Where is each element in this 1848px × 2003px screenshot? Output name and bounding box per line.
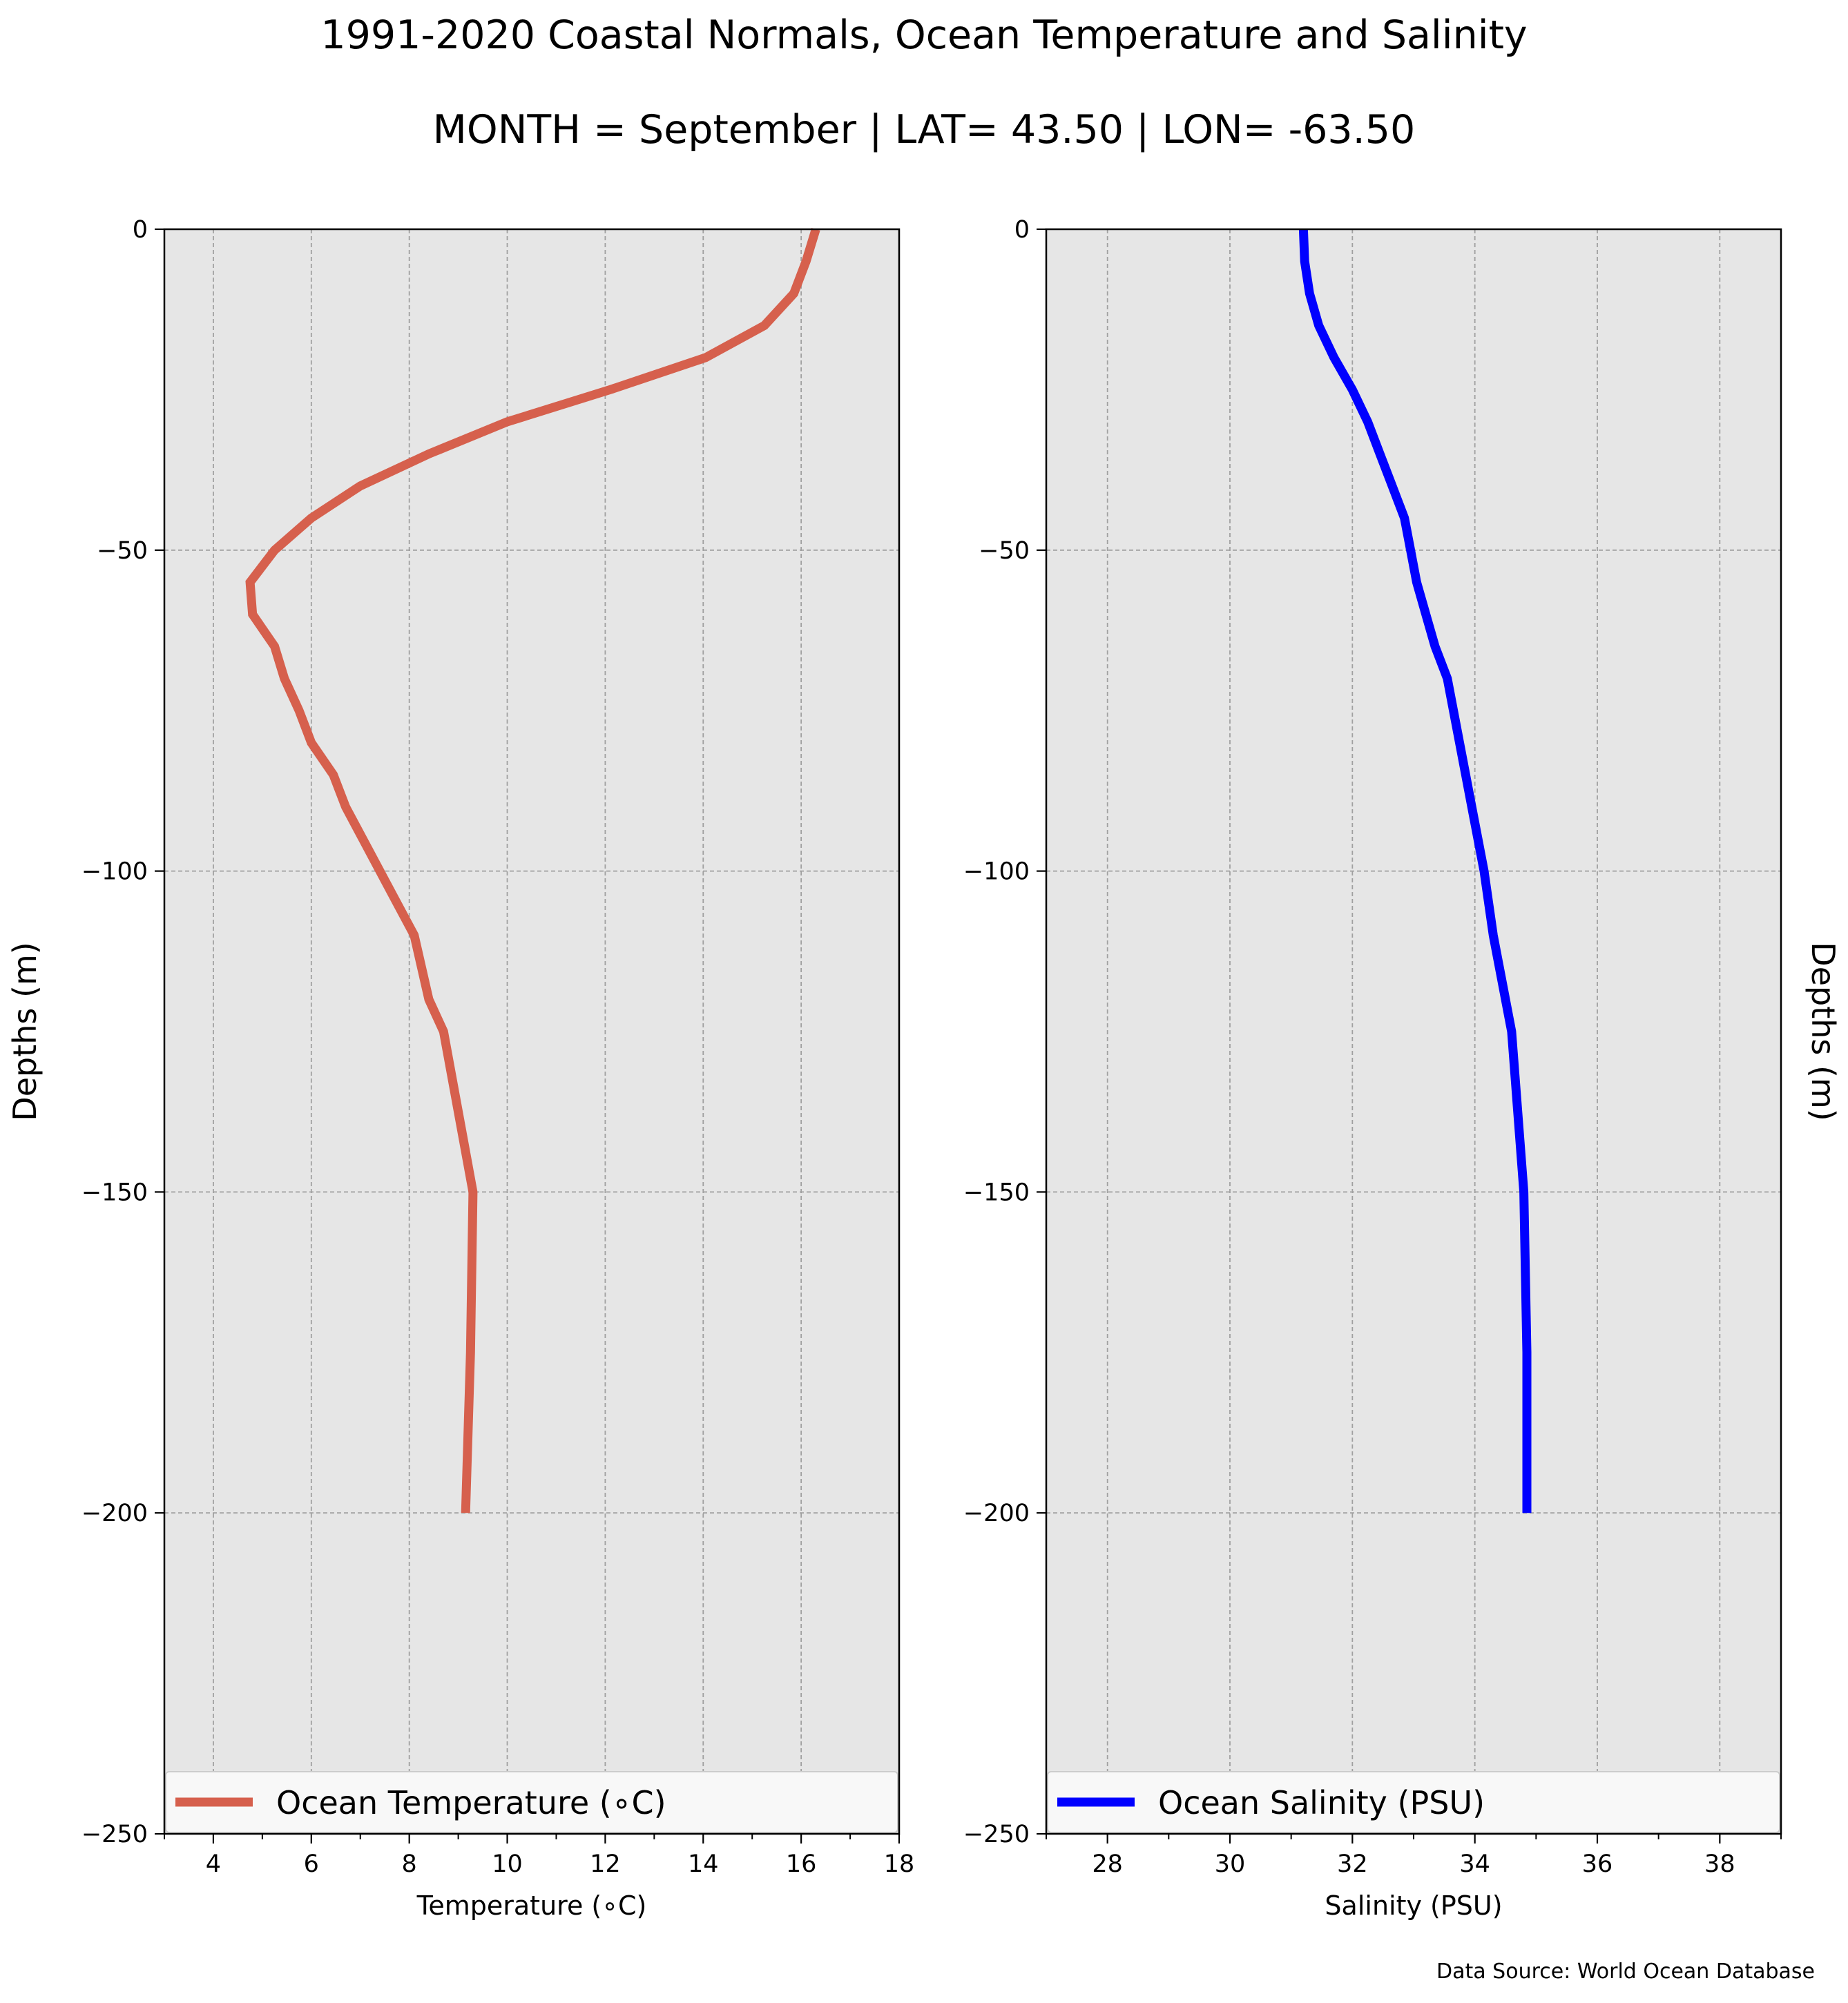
y-tick-label: −100 xyxy=(81,858,148,886)
x-tick-label: 4 xyxy=(206,1850,221,1878)
y-axis-label: Depths (m) xyxy=(1804,942,1842,1121)
plot-background xyxy=(164,229,899,1834)
x-tick-label: 16 xyxy=(786,1850,817,1878)
axes-frame xyxy=(163,228,901,1835)
x-axis-label: Salinity (PSU) xyxy=(1325,1890,1502,1921)
y-tick-label: −200 xyxy=(81,1500,148,1527)
x-tick-label: 8 xyxy=(402,1850,417,1878)
y-tick-label: −50 xyxy=(979,537,1030,565)
x-tick-label: 34 xyxy=(1459,1850,1490,1878)
x-tick-label: 6 xyxy=(304,1850,319,1878)
legend-box xyxy=(165,1771,898,1833)
panel-2: Ocean Salinity (PSU) 28 30 32 34 36 38 0 −50 −100… xyxy=(963,216,1842,1921)
y-tick-label: −150 xyxy=(963,1179,1030,1206)
x-tick-label: 38 xyxy=(1704,1850,1735,1878)
y-tick-label: −100 xyxy=(963,858,1030,886)
y-tick-label: 0 xyxy=(1014,216,1030,244)
chart-title: 1991-2020 Coastal Normals, Ocean Tempera… xyxy=(320,12,1528,58)
x-axis-label: Temperature (∘C) xyxy=(416,1890,647,1921)
x-tick-label: 18 xyxy=(884,1850,915,1878)
plot-background xyxy=(1046,229,1781,1834)
series-line xyxy=(1298,229,1532,1513)
x-tick-label: 12 xyxy=(590,1850,621,1878)
chart-subtitle: MONTH = September | LAT= 43.50 | LON= -6… xyxy=(432,107,1416,153)
data-source-note: Data Source: World Ocean Database xyxy=(1436,1960,1815,1984)
x-tick-label: 32 xyxy=(1337,1850,1368,1878)
x-tick-label: 10 xyxy=(492,1850,523,1878)
legend-label: Ocean Temperature (∘C) xyxy=(276,1784,666,1821)
series-line xyxy=(245,228,820,1513)
y-tick-label: −250 xyxy=(81,1821,148,1848)
axes-frame xyxy=(1045,228,1782,1835)
legend-label: Ocean Salinity (PSU) xyxy=(1158,1784,1485,1821)
y-tick-label: −150 xyxy=(81,1179,148,1206)
y-tick-label: −250 xyxy=(963,1821,1030,1848)
y-tick-label: 0 xyxy=(133,216,148,244)
legend-box xyxy=(1047,1771,1780,1833)
x-tick-label: 14 xyxy=(688,1850,719,1878)
y-tick-label: −50 xyxy=(97,537,148,565)
x-tick-label: 36 xyxy=(1582,1850,1613,1878)
y-axis-label: Depths (m) xyxy=(6,942,44,1121)
x-tick-label: 30 xyxy=(1215,1850,1246,1878)
panel-1: Ocean Temperature (∘C) 4 6 8 10 12 14 16 18 0 −50 −… xyxy=(6,216,914,1921)
x-tick-label: 28 xyxy=(1092,1850,1123,1878)
y-tick-label: −200 xyxy=(963,1500,1030,1527)
